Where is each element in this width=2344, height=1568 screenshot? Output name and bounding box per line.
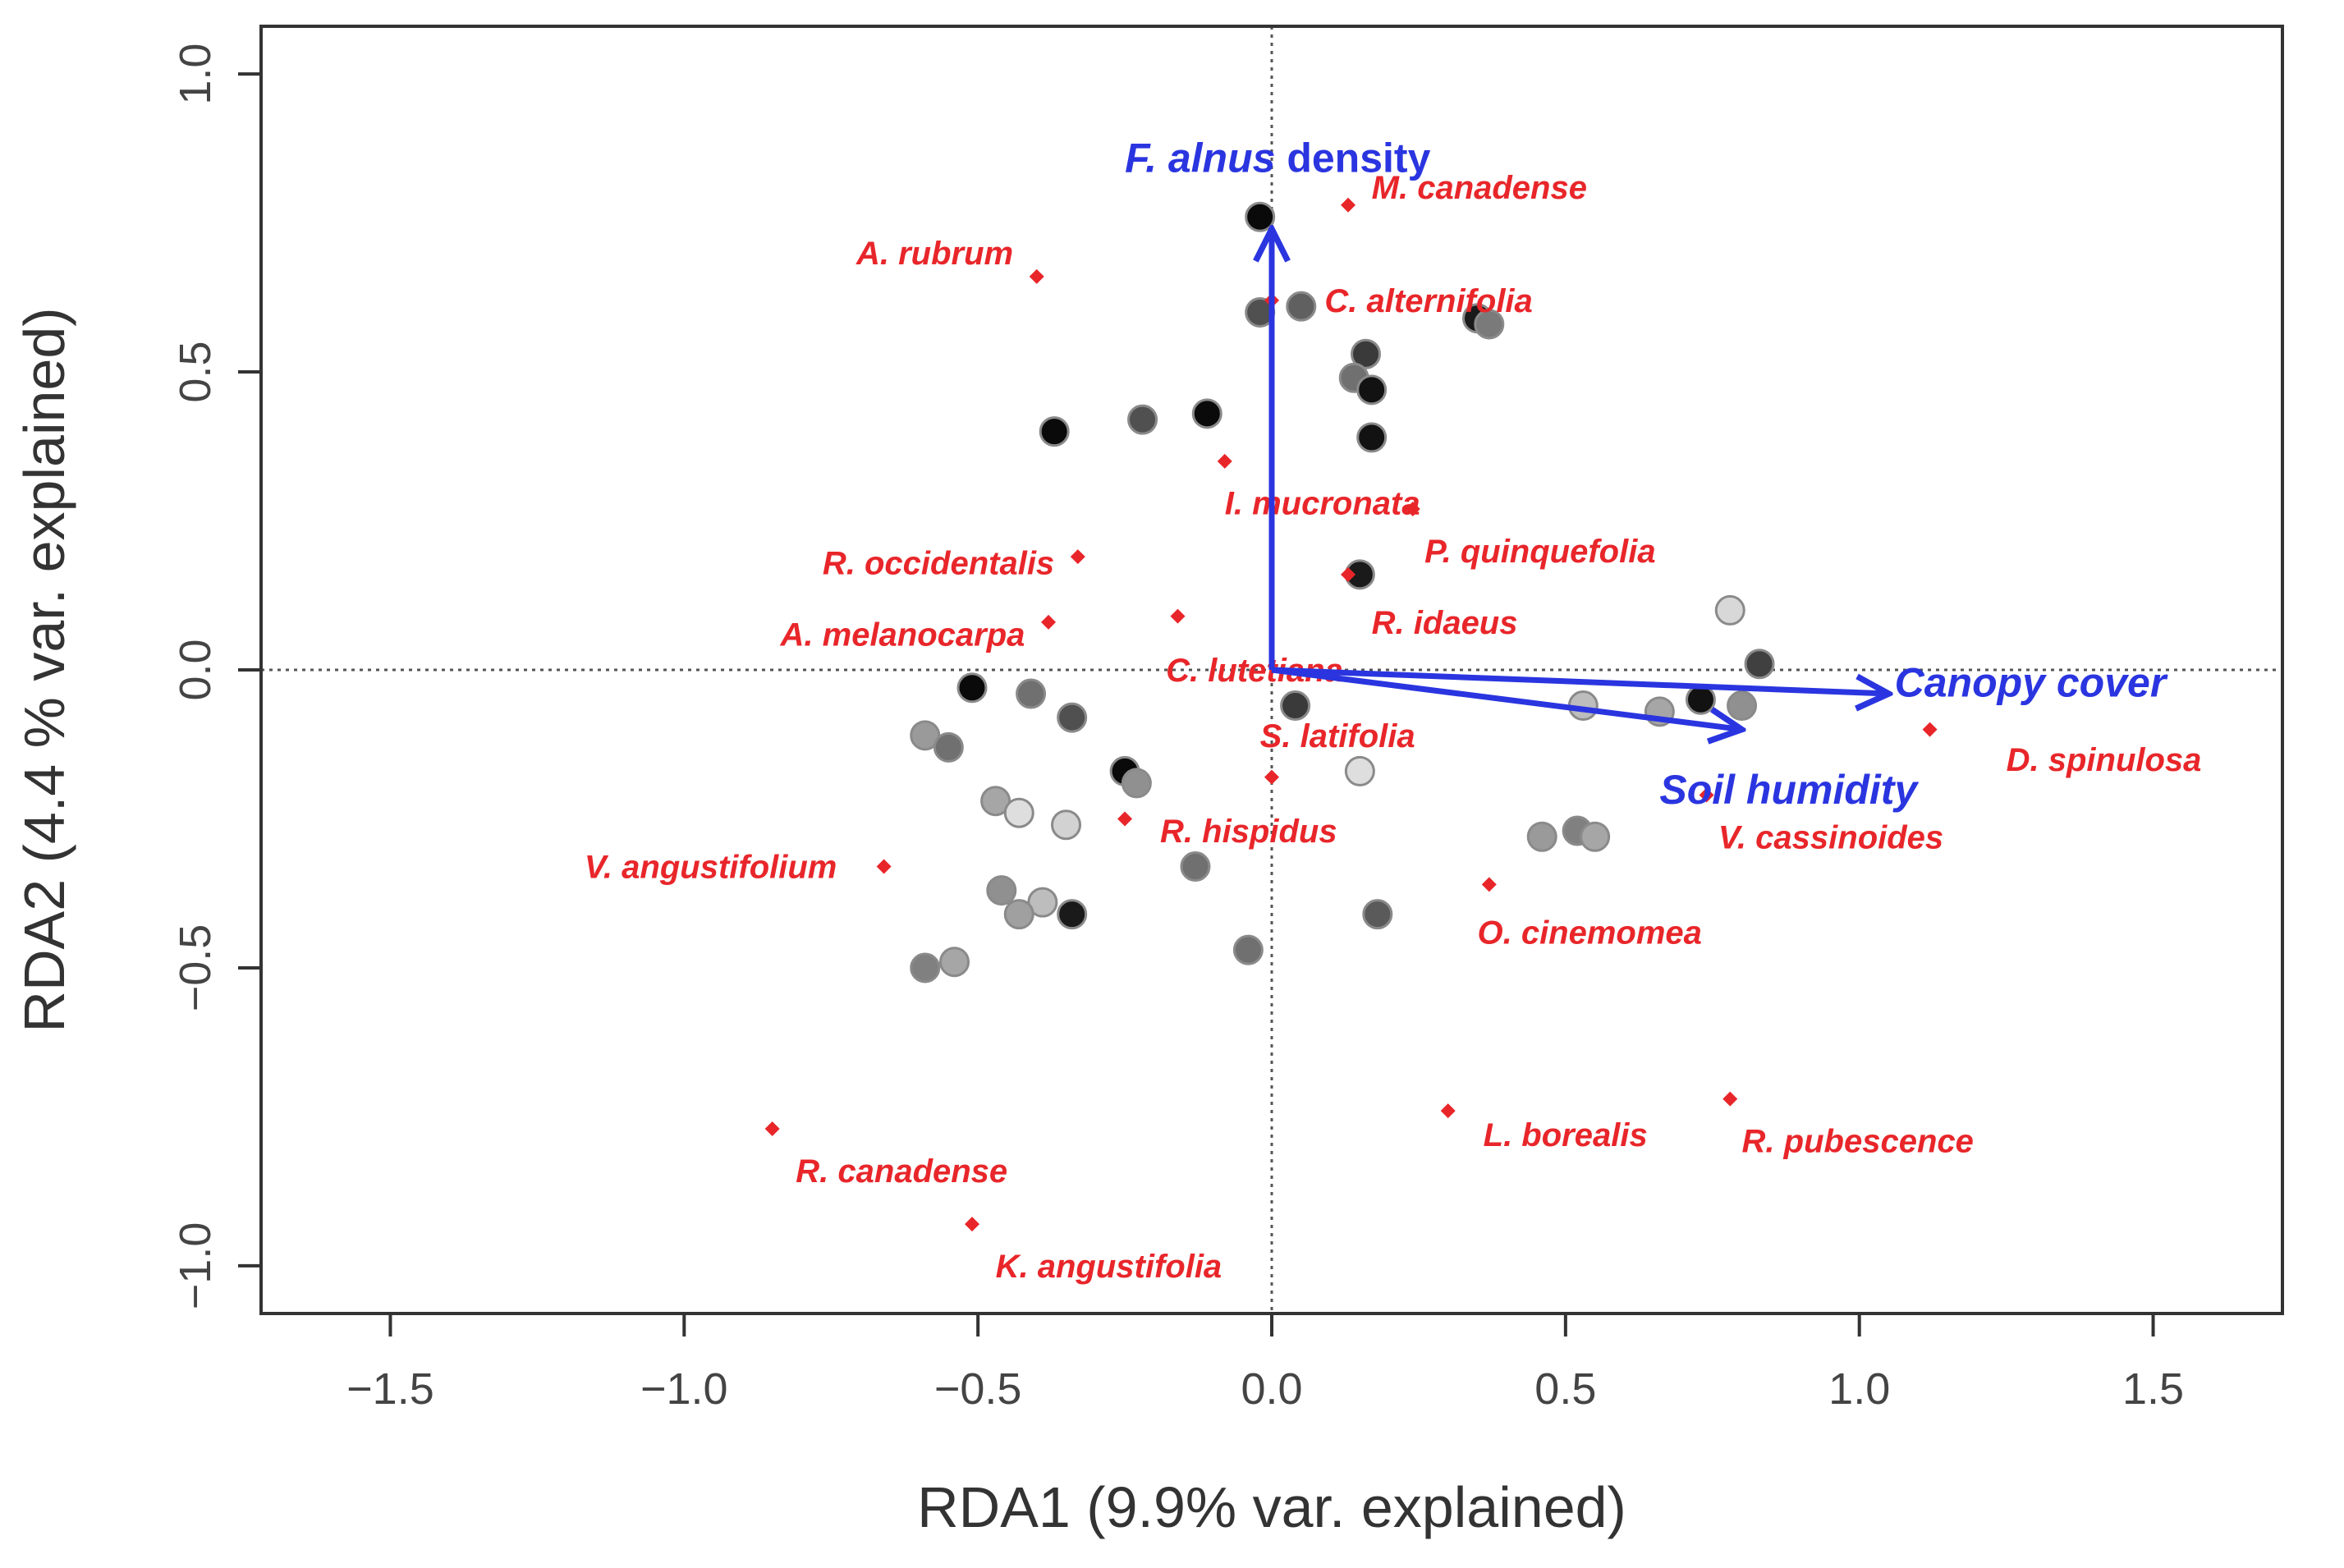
species-point <box>1117 811 1133 827</box>
x-tick-label: −0.5 <box>934 1364 1022 1414</box>
site-point <box>939 947 970 978</box>
species-point <box>1481 877 1497 892</box>
x-tick-label: 1.0 <box>1828 1364 1890 1414</box>
species-point <box>1070 549 1085 565</box>
site-point <box>1003 899 1034 930</box>
species-label: M. canadense <box>1372 170 1587 206</box>
y-axis-title: RDA2 (4.4 % var. explained) <box>12 307 76 1032</box>
site-point <box>1051 809 1082 841</box>
site-point <box>1003 797 1034 828</box>
site-point <box>1356 422 1388 453</box>
species-point <box>1217 453 1232 469</box>
species-label: K. angustifolia <box>996 1249 1222 1285</box>
x-axis-title: RDA1 (9.9% var. explained) <box>917 1475 1626 1539</box>
species-point <box>1029 268 1044 284</box>
site-point <box>1180 851 1211 883</box>
site-point <box>956 672 988 704</box>
site-point <box>1362 899 1393 930</box>
site-point <box>910 720 941 751</box>
species-label: V. cassinoides <box>1718 819 1943 855</box>
site-point <box>1245 201 1276 232</box>
species-label: L. borealis <box>1484 1117 1648 1153</box>
species-label: P. quinquefolia <box>1424 534 1656 570</box>
site-point <box>1727 690 1758 722</box>
site-point <box>980 786 1011 817</box>
species-label: V. angustifolium <box>585 850 837 886</box>
environmental-vector-label: Soil humidity <box>1659 767 1919 813</box>
site-point <box>1191 398 1222 429</box>
environmental-vectors-layer: F. alnus density Canopy cover Soil humidit… <box>1125 135 2168 813</box>
species-label: C. alternifolia <box>1324 283 1532 319</box>
environmental-vector-label: F. alnus density <box>1125 135 1431 181</box>
x-tick-label: −1.5 <box>346 1364 434 1414</box>
site-point <box>933 731 964 763</box>
y-tick-label: 0.5 <box>171 341 220 402</box>
species-label: D. spinulosa <box>2007 742 2202 778</box>
species-label: R. occidentalis <box>823 545 1054 581</box>
species-label: A. rubrum <box>855 236 1013 272</box>
y-tick-label: 0.0 <box>171 639 220 700</box>
species-label: I. mucronata <box>1225 486 1420 522</box>
site-point <box>1286 291 1317 322</box>
species-label: R. idaeus <box>1372 605 1518 641</box>
site-point <box>1232 934 1264 965</box>
species-point <box>964 1217 979 1232</box>
site-point <box>1580 821 1611 852</box>
species-point <box>1341 566 1356 582</box>
environmental-vector-label: Canopy cover <box>1895 660 2168 706</box>
species-layer: M. canadense A. rubrum C. alternifolia I. m… <box>585 170 2202 1285</box>
site-point <box>1039 416 1070 447</box>
species-point <box>1170 608 1186 624</box>
site-point <box>1714 594 1745 626</box>
site-point <box>1685 684 1716 715</box>
x-tick-label: 0.0 <box>1241 1364 1302 1414</box>
species-point <box>1722 1091 1738 1107</box>
site-point <box>1474 309 1505 340</box>
site-point <box>1027 887 1058 918</box>
site-point <box>1356 374 1388 406</box>
species-point <box>1264 769 1279 785</box>
site-point <box>1127 404 1158 435</box>
site-point <box>1016 678 1047 709</box>
x-tick-label: 0.5 <box>1534 1364 1596 1414</box>
environmental-vector-arrow <box>1271 667 1742 730</box>
site-point <box>1344 755 1375 786</box>
species-point <box>1341 197 1356 213</box>
site-point <box>1526 821 1557 852</box>
species-point <box>764 1121 780 1136</box>
site-point <box>1057 899 1088 930</box>
species-point <box>1699 787 1714 803</box>
site-point <box>1280 690 1311 722</box>
site-points-layer <box>910 201 1775 983</box>
species-point <box>1440 1103 1456 1119</box>
site-point <box>986 875 1017 906</box>
species-label: R. canadense <box>796 1153 1007 1190</box>
x-tick-label: −1.0 <box>640 1364 728 1414</box>
x-tick-label: 1.5 <box>2122 1364 2184 1414</box>
site-point <box>1351 338 1382 369</box>
species-label: A. melanocarpa <box>780 617 1025 653</box>
species-label: O. cinemomea <box>1477 915 1701 951</box>
site-point <box>1121 768 1152 799</box>
species-point <box>876 859 892 874</box>
y-tick-label: 1.0 <box>171 44 220 105</box>
species-label: R. pubescence <box>1742 1123 1974 1159</box>
y-tick-label: −0.5 <box>171 924 220 1012</box>
species-label: R. hispidus <box>1160 814 1337 850</box>
environmental-vector-arrow <box>1271 667 1888 694</box>
site-point <box>1744 649 1775 680</box>
species-label: S. latifolia <box>1260 718 1415 754</box>
y-tick-label: −1.0 <box>171 1222 220 1310</box>
site-point <box>910 952 941 983</box>
axis-ticks-layer: −1.5 −1.0 −0.5 0.0 0.5 1.0 1.5 −1.0 −0.5 0.0 0.5 1.… <box>171 44 2184 1414</box>
species-point <box>1405 502 1420 516</box>
site-point <box>1057 702 1088 733</box>
species-point <box>1922 722 1938 737</box>
species-point <box>1041 614 1057 630</box>
